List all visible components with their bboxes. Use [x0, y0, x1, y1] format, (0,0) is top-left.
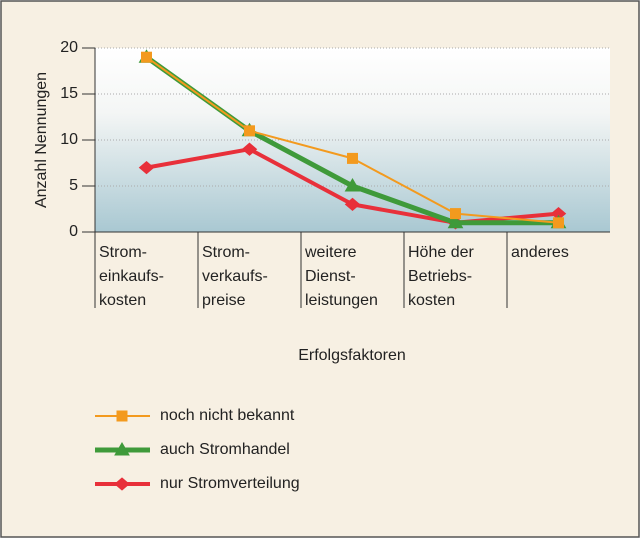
x-tick-label: Strom-verkaufs-preise	[202, 244, 268, 309]
x-axis-label: Erfolgsfaktoren	[298, 347, 406, 364]
y-tick-label: 20	[60, 39, 78, 56]
y-tick-label: 10	[60, 131, 78, 148]
y-axis-label: Anzahl Nennungen	[33, 72, 50, 208]
x-tick-label: Strom-einkaufs-kosten	[99, 244, 164, 309]
x-tick-label: Höhe der Betriebs-kosten	[408, 244, 474, 309]
x-tick-label: anderes	[511, 244, 569, 261]
y-tick-label: 0	[69, 223, 78, 240]
data-point	[344, 178, 361, 192]
data-point	[347, 152, 358, 164]
data-point	[241, 142, 258, 156]
y-tick-label: 5	[69, 177, 78, 194]
data-point	[138, 160, 155, 175]
data-point	[344, 197, 361, 212]
legend-label: noch nicht bekannt	[160, 407, 295, 424]
legend-marker	[114, 477, 130, 491]
data-point	[244, 125, 255, 137]
legend-label: auch Stromhandel	[160, 441, 290, 458]
legend-marker	[116, 410, 128, 422]
data-point	[447, 214, 464, 229]
data-point	[450, 208, 461, 220]
data-point	[553, 217, 564, 229]
data-point	[141, 51, 152, 63]
x-tick-label: weitere Dienst-leistungen	[304, 244, 378, 309]
legend-marker	[114, 442, 130, 456]
y-tick-label: 15	[60, 85, 78, 102]
legend-label: nur Stromverteilung	[160, 475, 300, 492]
